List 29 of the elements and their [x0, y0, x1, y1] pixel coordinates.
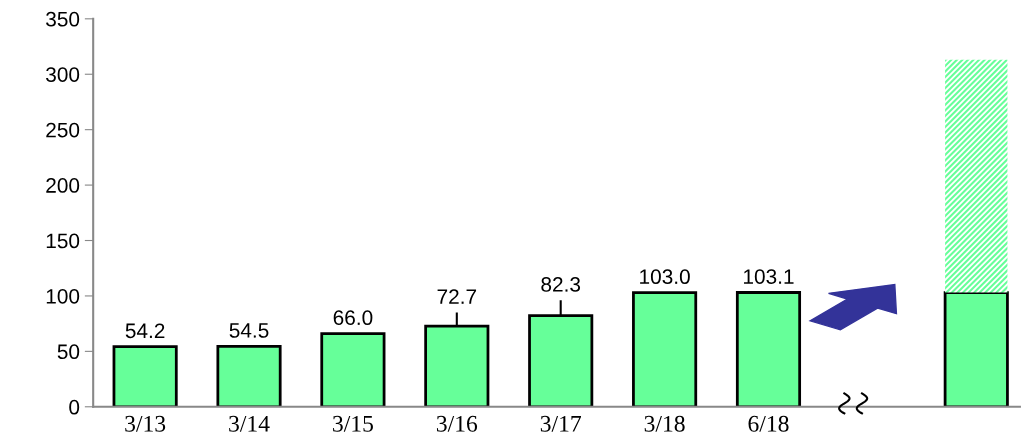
x-tick-label: 6/18 [748, 415, 789, 432]
data-label: 103.1 [744, 269, 794, 284]
y-tick-label: 0 [69, 399, 80, 415]
y-tick-label: 250 [46, 122, 80, 138]
data-label: 54.2 [125, 323, 165, 339]
y-tick-label: 50 [57, 344, 80, 360]
y-tick-label: 300 [46, 67, 80, 82]
y-tick-label: 100 [46, 288, 80, 304]
x-tick-label: 3/16 [436, 415, 478, 432]
bar [735, 291, 802, 407]
x-tick-label: 3/18 [644, 415, 685, 432]
bar [632, 291, 698, 407]
bar [112, 345, 178, 407]
bar [320, 332, 386, 407]
x-tick-label: 3/14 [229, 415, 270, 432]
data-label: 103.0 [640, 269, 690, 285]
x-tick-label: 3/13 [125, 415, 166, 432]
bar [216, 344, 282, 407]
data-label: 82.3 [541, 277, 581, 292]
data-label: 54.5 [229, 323, 269, 338]
x-tick-label: 3/17 [540, 415, 582, 432]
data-label: 66.0 [333, 310, 373, 326]
bar [943, 291, 1009, 407]
x-tick-label: 3/15 [333, 415, 373, 432]
bar [945, 59, 1008, 293]
y-tick-label: 150 [46, 233, 80, 249]
data-label: 72.7 [437, 289, 477, 304]
y-tick-label: 350 [46, 11, 80, 27]
y-tick-label: 200 [46, 178, 80, 193]
